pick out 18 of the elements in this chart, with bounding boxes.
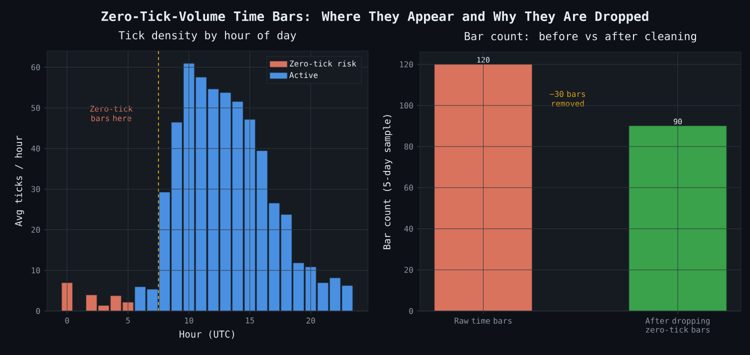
chart-title: Tick density by hour of day — [118, 30, 296, 42]
bar — [293, 262, 304, 312]
bar — [220, 92, 231, 312]
y-axis-title: Avg ticks / hour — [14, 136, 24, 226]
bar — [281, 214, 292, 312]
x-axis-title: Hour (UTC) — [180, 330, 234, 339]
chart-title: Bar count: before vs after cleaning — [464, 32, 696, 43]
y-axis-title: Bar count (5-day sample) — [383, 115, 392, 250]
bar — [196, 77, 206, 312]
bar — [171, 122, 182, 312]
bar — [232, 102, 244, 312]
bar — [208, 88, 219, 312]
bar — [318, 282, 328, 312]
bar — [159, 192, 170, 312]
bar — [268, 203, 280, 312]
text: Zero-Tick-Volume Time Bars: Where They Appear and Why They Are Dropped — [102, 10, 648, 24]
bar — [62, 282, 72, 312]
bar — [256, 150, 268, 312]
